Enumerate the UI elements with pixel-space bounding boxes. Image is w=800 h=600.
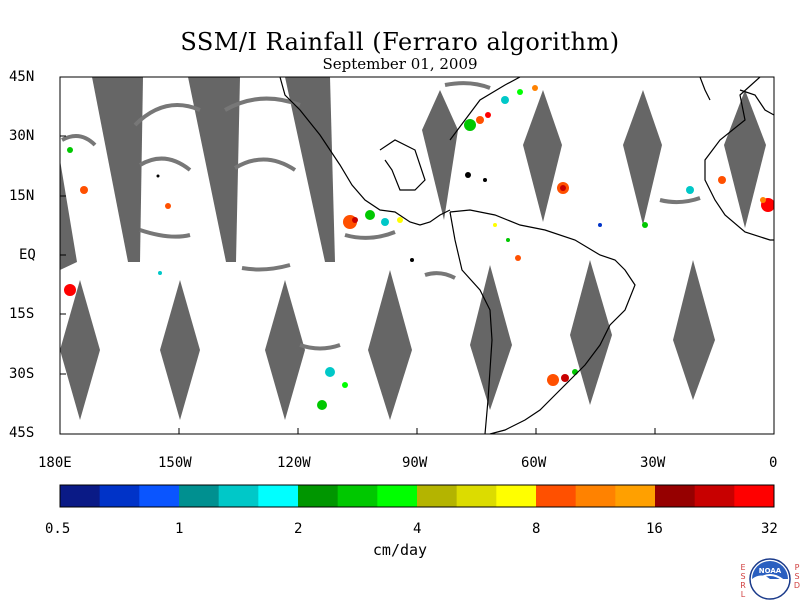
rain-cluster-south-america xyxy=(493,223,521,261)
colorbar-label-16: 16 xyxy=(646,521,663,537)
colorbar-label-4: 4 xyxy=(413,521,422,537)
colorbar-swatch xyxy=(179,485,220,507)
colorbar-swatch xyxy=(536,485,577,507)
noaa-logo-icon: NOAA xyxy=(749,558,791,600)
colorbar-label-2: 2 xyxy=(294,521,303,537)
rainfall-patches xyxy=(64,85,774,410)
greenland-coast xyxy=(699,77,711,101)
map-subtitle: September 01, 2009 xyxy=(322,55,478,73)
south-america-west-coast xyxy=(449,211,493,434)
lon-label-30w: 30W xyxy=(640,455,666,471)
colorbar-label-0-5: 0.5 xyxy=(45,521,71,537)
colorbar-swatch xyxy=(734,485,775,507)
lat-label-eq: EQ xyxy=(19,247,36,263)
colorbar-swatch xyxy=(655,485,696,507)
colorbar-label-1: 1 xyxy=(175,521,184,537)
gulf-of-mexico-coast xyxy=(379,139,426,191)
colorbar-swatch xyxy=(456,485,497,507)
lon-label-0: 0 xyxy=(769,455,778,471)
colorbar-swatch xyxy=(417,485,458,507)
map-content xyxy=(60,77,774,434)
colorbar-swatch xyxy=(575,485,616,507)
map-ticks xyxy=(60,135,656,434)
lat-label-15s: 15S xyxy=(9,306,35,322)
colorbar-swatch xyxy=(139,485,180,507)
south-america-coast xyxy=(449,209,636,434)
colorbar-frame xyxy=(59,484,775,508)
rain-cluster-caribbean xyxy=(464,85,538,131)
colorbar-label-8: 8 xyxy=(532,521,541,537)
coastlines xyxy=(279,77,774,434)
lat-label-30n: 30N xyxy=(9,128,35,144)
lon-label-120w: 120W xyxy=(277,455,311,471)
swath-gaps-south xyxy=(60,260,715,420)
rain-cluster-atlantic xyxy=(557,176,774,228)
colorbar-swatch xyxy=(60,485,101,507)
lat-label-15n: 15N xyxy=(9,188,35,204)
rain-cluster-west-pacific xyxy=(64,147,171,296)
colorbar-swatch xyxy=(337,485,378,507)
svg-text:NOAA: NOAA xyxy=(759,567,782,575)
north-america-coast xyxy=(279,77,451,226)
lat-label-45s: 45S xyxy=(9,425,35,441)
colorbar-swatch xyxy=(615,485,656,507)
colorbar-swatch xyxy=(218,485,259,507)
europe-africa-coast xyxy=(704,77,774,241)
us-east-coast xyxy=(449,77,521,141)
map-background xyxy=(60,77,774,434)
colorbar-swatch xyxy=(694,485,735,507)
swath-gaps-north xyxy=(60,77,766,270)
swath-edge-arcs xyxy=(61,81,701,351)
colorbar-unit-label: cm/day xyxy=(372,541,428,559)
colorbar-swatch xyxy=(496,485,537,507)
colorbar-swatch xyxy=(298,485,339,507)
rain-cluster-south xyxy=(317,367,578,410)
lat-label-30s: 30S xyxy=(9,366,35,382)
colorbar-swatch xyxy=(377,485,418,507)
lon-label-90w: 90W xyxy=(402,455,428,471)
lat-label-45n: 45N xyxy=(9,69,35,85)
map-title: SSM/I Rainfall (Ferraro algorithm) xyxy=(180,28,620,56)
lon-label-180e: 180E xyxy=(38,455,72,471)
lon-label-60w: 60W xyxy=(521,455,547,471)
rain-cluster-east-pacific xyxy=(343,210,403,229)
lon-label-150w: 150W xyxy=(158,455,192,471)
colorbar-label-32: 32 xyxy=(761,521,778,537)
colorbar-swatch xyxy=(258,485,299,507)
colorbar-swatch xyxy=(99,485,140,507)
islands xyxy=(156,172,487,262)
colorbar xyxy=(60,485,775,507)
iberia-coast xyxy=(739,89,774,116)
